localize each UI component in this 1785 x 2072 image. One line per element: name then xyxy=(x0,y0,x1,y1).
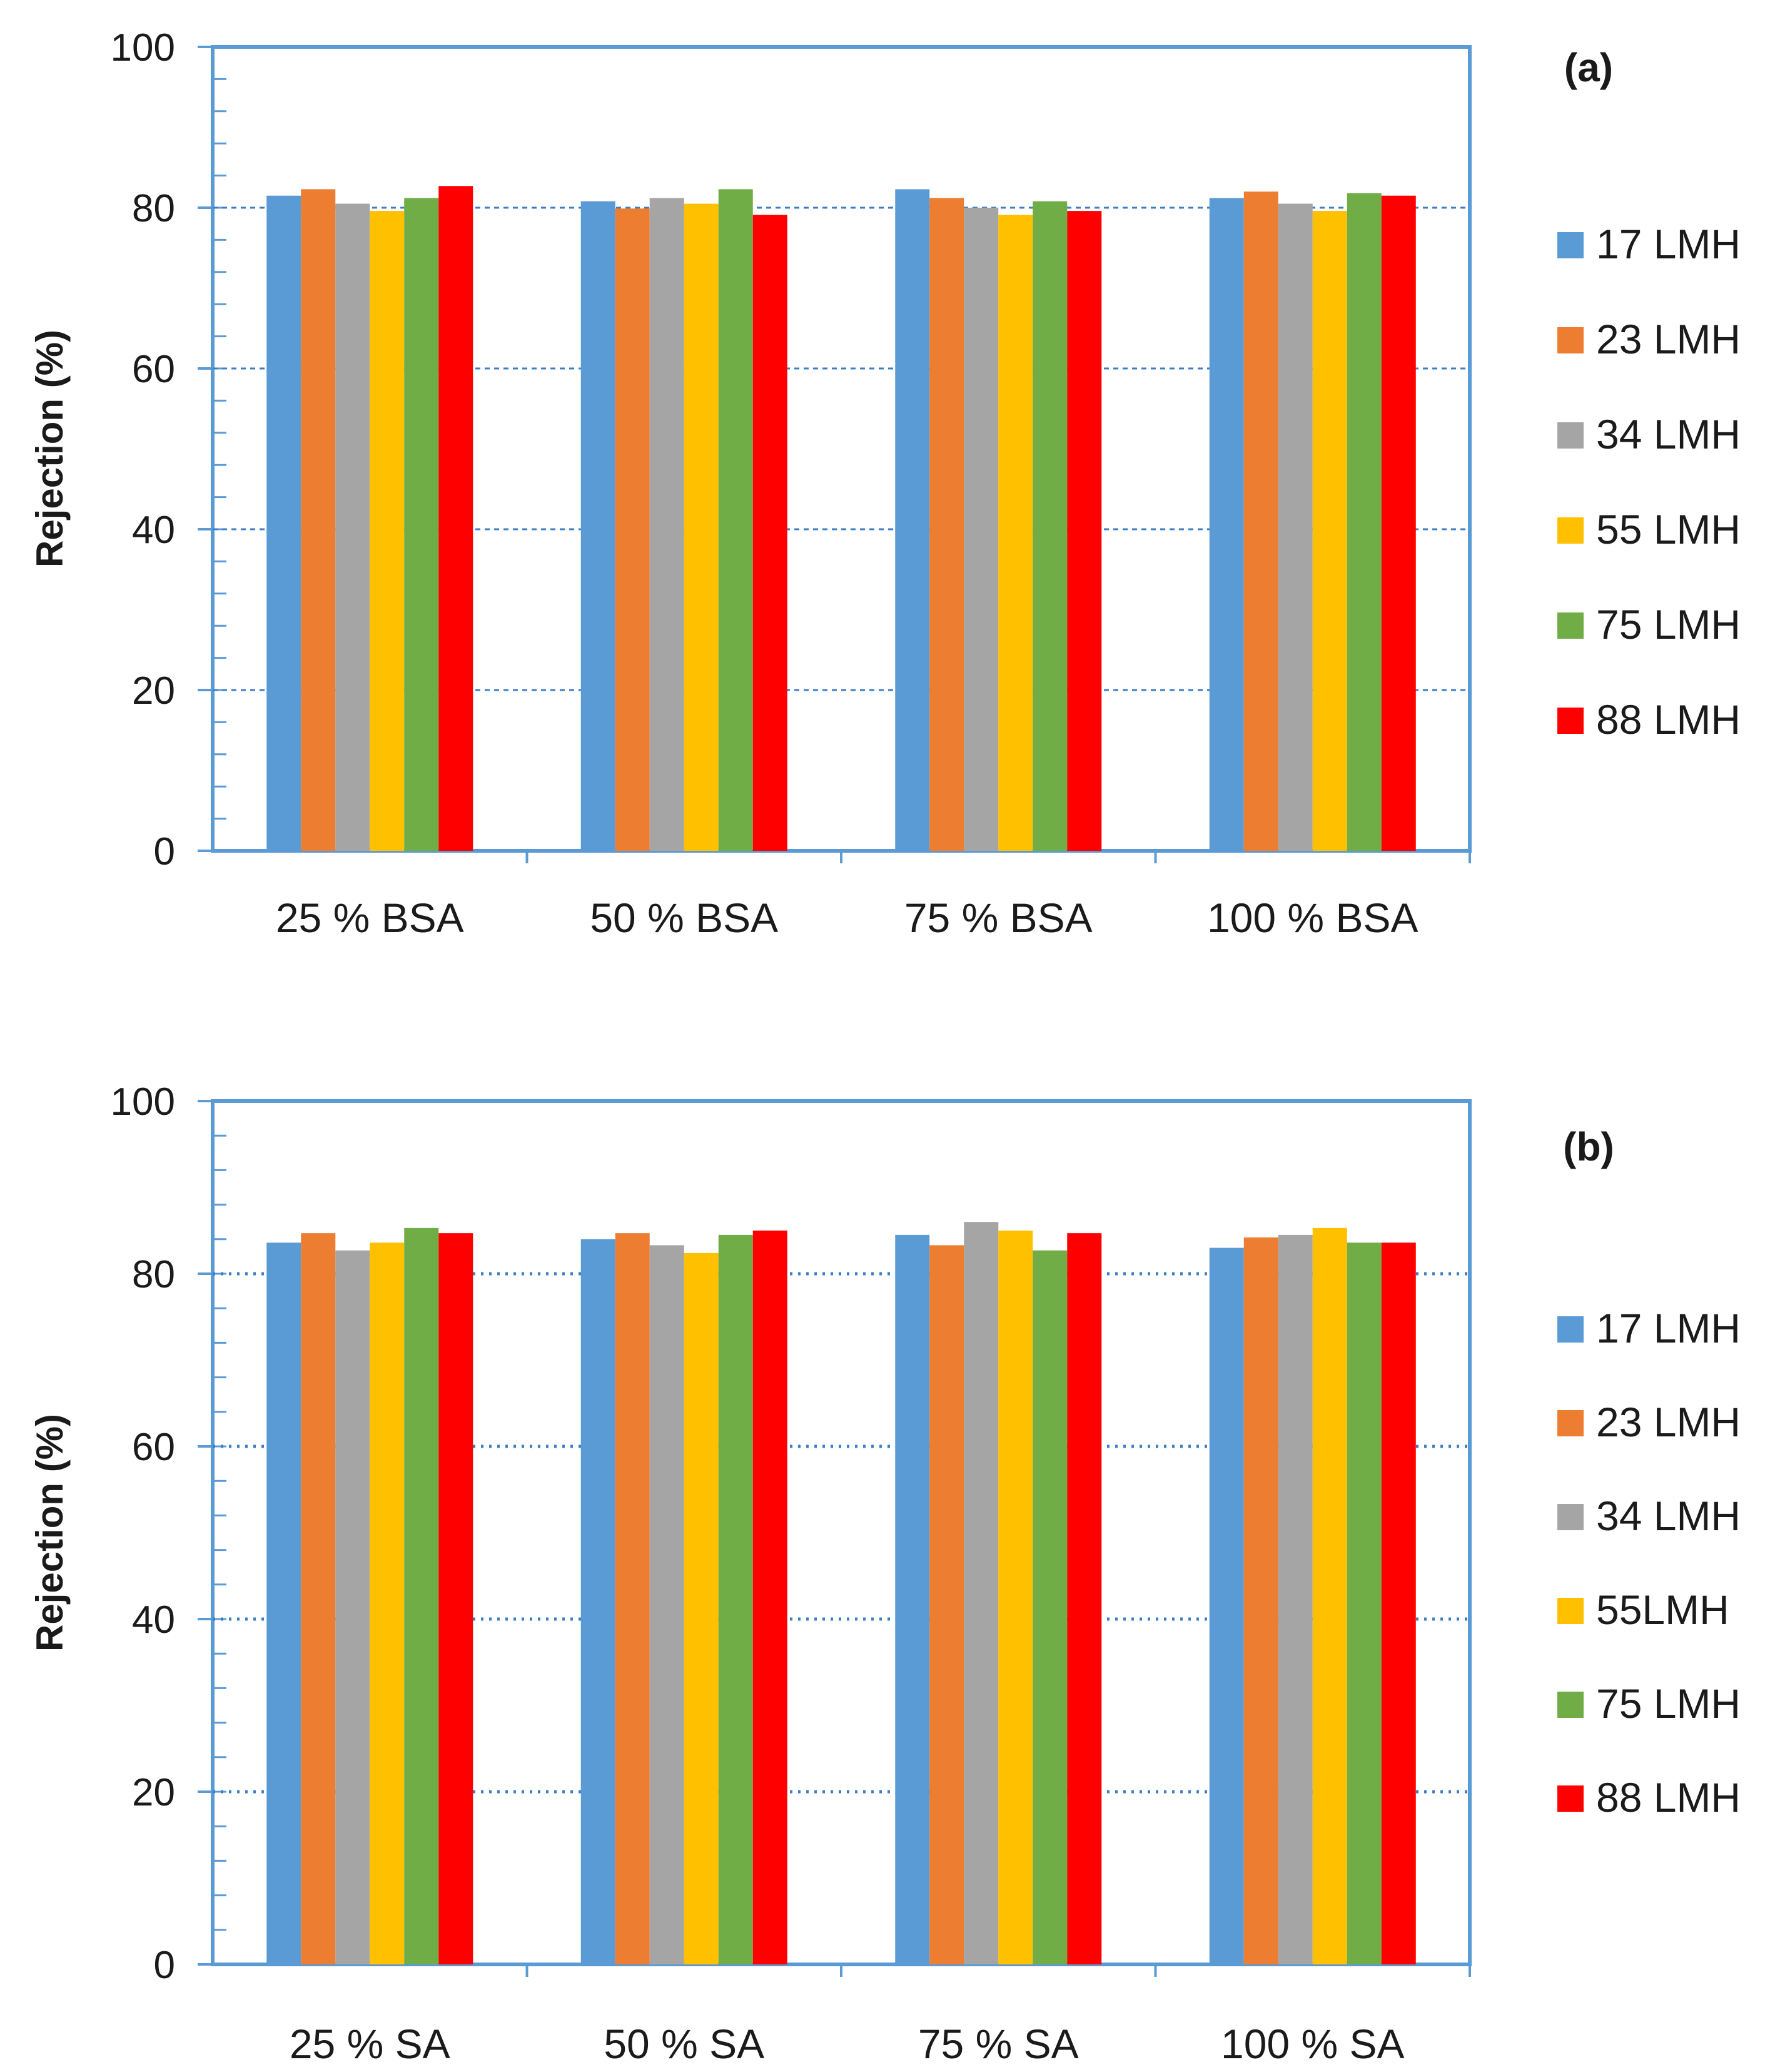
bar xyxy=(370,1242,405,1964)
bar xyxy=(895,189,930,851)
bar xyxy=(580,201,615,851)
legend-swatch xyxy=(1557,517,1584,544)
legend-label: 55 LMH xyxy=(1596,506,1741,552)
x-category-label: 100 % BSA xyxy=(1207,895,1418,941)
legend-swatch xyxy=(1557,1316,1584,1343)
bar xyxy=(752,1231,787,1964)
bar xyxy=(404,1227,439,1964)
y-tick-label: 40 xyxy=(132,509,175,552)
bar xyxy=(998,215,1033,851)
y-tick-label: 60 xyxy=(132,1426,175,1469)
legend-label: 88 LMH xyxy=(1596,1774,1741,1821)
panel-label: (b) xyxy=(1563,1124,1614,1169)
bar xyxy=(438,186,473,851)
bar xyxy=(718,189,753,851)
bar xyxy=(1067,1233,1102,1964)
bar xyxy=(301,1233,336,1964)
legend-swatch xyxy=(1557,1410,1584,1436)
legend-label: 23 LMH xyxy=(1596,316,1741,362)
bar xyxy=(929,1245,964,1964)
bar xyxy=(684,1252,719,1964)
bar xyxy=(1278,1234,1313,1964)
bar xyxy=(895,1234,930,1964)
legend-swatch xyxy=(1557,422,1584,449)
bar xyxy=(1209,1247,1244,1964)
y-tick-label: 0 xyxy=(154,1944,175,1987)
bar xyxy=(1067,211,1102,851)
legend-swatch xyxy=(1557,708,1584,734)
bar xyxy=(301,189,336,851)
y-tick-label: 100 xyxy=(111,1080,175,1124)
bar xyxy=(964,208,999,851)
bar xyxy=(1347,193,1382,851)
legend-label: 55LMH xyxy=(1596,1587,1729,1633)
x-category-label: 50 % SA xyxy=(604,2021,764,2067)
bar xyxy=(1312,211,1347,851)
bar xyxy=(404,198,439,851)
bar xyxy=(1312,1227,1347,1964)
bar xyxy=(929,198,964,851)
bar xyxy=(649,198,684,851)
x-category-label: 25 % SA xyxy=(290,2021,450,2067)
bar xyxy=(370,211,405,851)
bar xyxy=(1381,195,1416,851)
x-category-label: 100 % SA xyxy=(1221,2021,1405,2067)
y-axis-title: Rejection (%) xyxy=(29,1414,71,1652)
legend-swatch xyxy=(1557,1785,1584,1812)
y-tick-label: 40 xyxy=(132,1598,175,1642)
legend-label: 17 LMH xyxy=(1596,1305,1741,1351)
legend-label: 17 LMH xyxy=(1596,221,1741,267)
legend-swatch xyxy=(1557,1692,1584,1718)
bar xyxy=(649,1245,684,1964)
bar xyxy=(1381,1242,1416,1964)
bar xyxy=(1209,198,1244,851)
bar xyxy=(1033,201,1068,851)
x-category-label: 75 % BSA xyxy=(904,895,1093,941)
bar xyxy=(266,195,301,851)
y-tick-label: 20 xyxy=(132,669,175,713)
bar xyxy=(1033,1250,1068,1964)
y-tick-label: 100 xyxy=(111,26,175,69)
legend-swatch xyxy=(1557,1504,1584,1530)
y-tick-label: 0 xyxy=(154,830,175,873)
bar xyxy=(1347,1242,1382,1964)
bar xyxy=(1243,1237,1278,1964)
bar xyxy=(580,1239,615,1964)
y-tick-label: 80 xyxy=(132,1253,175,1296)
chart-panel-a: 0 20 40 60 80 100 25 % BSA 50 % BSA 75 % BSA 100 … xyxy=(29,26,1741,941)
legend-label: 75 LMH xyxy=(1596,601,1741,648)
legend-swatch xyxy=(1557,327,1584,353)
bar xyxy=(964,1222,999,1964)
chart-panel-b: 0 20 40 60 80 100 25 % SA 50 % SA 75 % SA 100 % S… xyxy=(29,1080,1741,2067)
panel-label: (a) xyxy=(1564,45,1613,90)
y-tick-label: 60 xyxy=(132,348,175,391)
bar xyxy=(684,203,719,851)
bar xyxy=(438,1233,473,1964)
legend-swatch xyxy=(1557,612,1584,639)
bar xyxy=(266,1242,301,1964)
bar xyxy=(998,1231,1033,1964)
legend-label: 88 LMH xyxy=(1596,696,1741,743)
x-category-label: 50 % BSA xyxy=(590,895,778,941)
legend-swatch xyxy=(1557,232,1584,258)
y-tick-label: 20 xyxy=(132,1771,175,1814)
bar xyxy=(615,1233,650,1964)
bar xyxy=(335,203,370,851)
bar xyxy=(1278,203,1313,851)
x-category-label: 25 % BSA xyxy=(276,895,464,941)
x-category-label: 75 % SA xyxy=(918,2021,1079,2067)
legend-label: 23 LMH xyxy=(1596,1399,1741,1445)
y-tick-label: 80 xyxy=(132,187,175,230)
y-axis-title: Rejection (%) xyxy=(29,330,71,567)
bar xyxy=(615,208,650,851)
bar xyxy=(718,1234,753,1964)
legend-label: 34 LMH xyxy=(1596,411,1741,457)
bar xyxy=(335,1250,370,1964)
legend-label: 75 LMH xyxy=(1596,1680,1741,1727)
bar xyxy=(752,215,787,851)
legend-swatch xyxy=(1557,1598,1584,1624)
bar xyxy=(1243,191,1278,851)
legend-label: 34 LMH xyxy=(1596,1493,1741,1539)
